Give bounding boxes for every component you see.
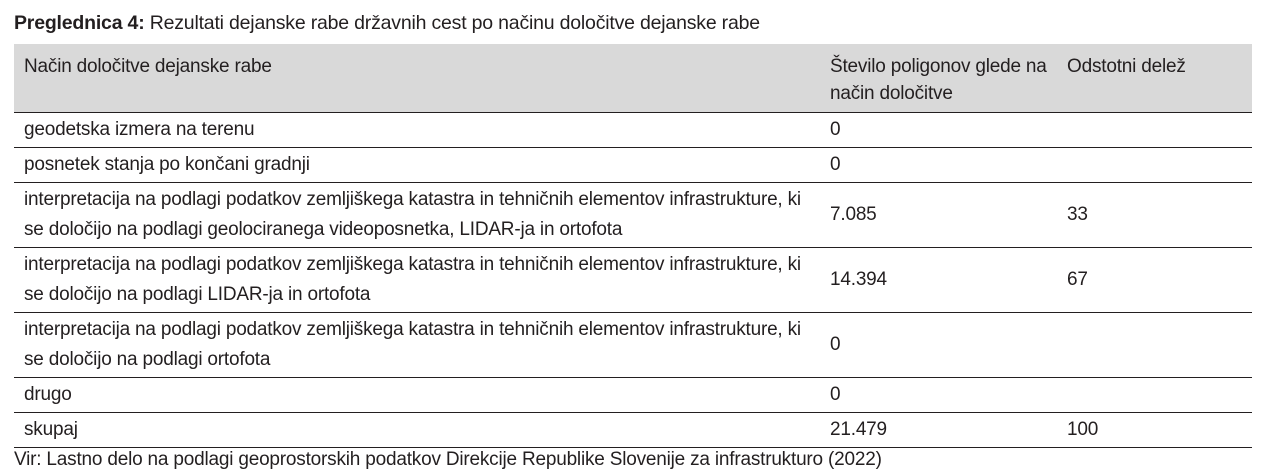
cell-count: 0: [820, 312, 1057, 378]
table-header-row: Način določitve dejanske rabe Število po…: [14, 44, 1252, 113]
table-body: geodetska izmera na terenu 0 posnetek st…: [14, 112, 1252, 448]
cell-count: 0: [820, 112, 1057, 148]
table-row: posnetek stanja po končani gradnji 0: [14, 147, 1252, 183]
table-row: interpretacija na podlagi podatkov zemlj…: [14, 182, 1252, 248]
table-row: geodetska izmera na terenu 0: [14, 112, 1252, 148]
table-caption-text: Rezultati dejanske rabe državnih cest po…: [149, 12, 760, 34]
table-row: interpretacija na podlagi podatkov zemlj…: [14, 247, 1252, 313]
cell-percent: [1057, 312, 1252, 378]
table-caption-label: Preglednica 4:: [14, 12, 145, 34]
column-header-percent: Odstotni delež: [1057, 44, 1252, 113]
cell-method: interpretacija na podlagi podatkov zemlj…: [14, 247, 820, 313]
cell-method: drugo: [14, 377, 820, 413]
cell-count: 0: [820, 147, 1057, 183]
cell-method: skupaj: [14, 412, 820, 448]
cell-percent: 100: [1057, 412, 1252, 448]
table-row: drugo 0: [14, 377, 1252, 413]
cell-method: interpretacija na podlagi podatkov zemlj…: [14, 312, 820, 378]
cell-method: interpretacija na podlagi podatkov zemlj…: [14, 182, 820, 248]
cell-method: posnetek stanja po končani gradnji: [14, 147, 820, 183]
column-header-method: Način določitve dejanske rabe: [14, 44, 820, 113]
cell-percent: 67: [1057, 247, 1252, 313]
results-table: Način določitve dejanske rabe Število po…: [14, 44, 1252, 448]
cell-count: 7.085: [820, 182, 1057, 248]
cell-count: 0: [820, 377, 1057, 413]
cell-count: 21.479: [820, 412, 1057, 448]
source-note: Vir: Lastno delo na podlagi geoprostorsk…: [14, 449, 882, 470]
column-header-count: Število poligonov glede na način določit…: [820, 44, 1057, 113]
table-row-total: skupaj 21.479 100: [14, 412, 1252, 448]
cell-percent: [1057, 377, 1252, 413]
cell-method: geodetska izmera na terenu: [14, 112, 820, 148]
table-caption: Preglednica 4: Rezultati dejanske rabe d…: [14, 12, 760, 35]
table-row: interpretacija na podlagi podatkov zemlj…: [14, 312, 1252, 378]
cell-percent: 33: [1057, 182, 1252, 248]
cell-percent: [1057, 112, 1252, 148]
cell-count: 14.394: [820, 247, 1057, 313]
table-header: Način določitve dejanske rabe Število po…: [14, 44, 1252, 113]
cell-percent: [1057, 147, 1252, 183]
